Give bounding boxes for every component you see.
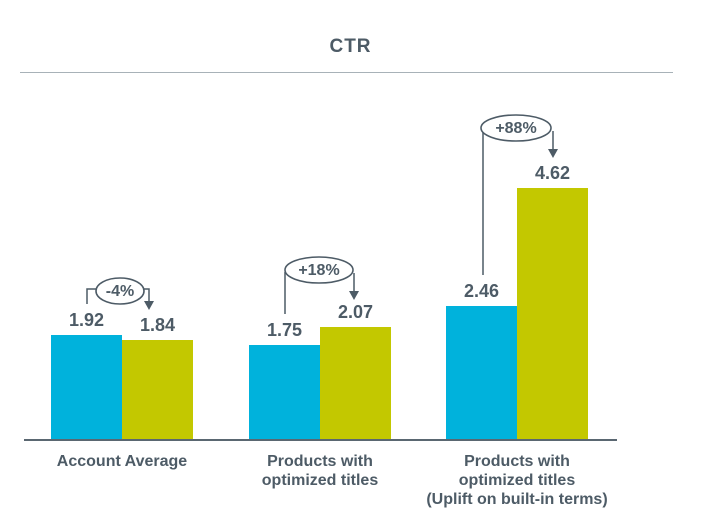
category-label-line: (Uplift on built-in terms)	[426, 491, 608, 508]
uplift-percent-label: -4%	[106, 283, 134, 300]
uplift-percent-label: +18%	[298, 262, 339, 279]
category-label-line: Products with	[267, 453, 373, 470]
uplift-badge-ellipse	[284, 256, 354, 284]
title-divider	[20, 72, 673, 73]
arrow-down-icon	[548, 149, 558, 158]
uplift-annotation-group1: -4%	[86, 277, 154, 310]
uplift-badge-ellipse	[95, 277, 145, 305]
value-label-group1-series2: 1.84	[139, 315, 176, 335]
uplift-badge-ellipse	[480, 114, 552, 142]
bar-group2-series1	[249, 345, 320, 440]
value-label-group2-series1: 1.75	[266, 320, 303, 340]
annotation-connector-line	[86, 288, 150, 304]
bar-group2-series2	[320, 327, 391, 440]
uplift-percent-label: +88%	[495, 120, 536, 137]
category-label-1: Account Average	[2, 452, 242, 471]
category-label-line: optimized titles	[261, 472, 379, 489]
bar-group1-series2	[122, 340, 193, 440]
arrow-down-icon	[144, 301, 154, 310]
value-label-group2-series2: 2.07	[337, 302, 374, 322]
category-label-line: Products with	[464, 453, 570, 470]
bar-group3-series2	[517, 188, 588, 440]
x-axis-line	[24, 439, 617, 441]
value-label-group3-series1: 2.46	[463, 281, 500, 301]
category-label-3: Products with optimized titles (Uplift on …	[397, 452, 637, 509]
arrow-down-icon	[349, 291, 359, 300]
bar-group3-series1	[446, 306, 517, 440]
category-label-2: Products with optimized titles	[200, 452, 440, 490]
category-label-line: Account Average	[56, 453, 188, 470]
chart-title: CTR	[329, 36, 372, 57]
value-label-group1-series1: 1.92	[68, 310, 105, 330]
category-label-line: optimized titles	[458, 472, 576, 489]
value-label-group3-series2: 4.62	[534, 163, 571, 183]
bar-group1-series1	[51, 335, 122, 440]
